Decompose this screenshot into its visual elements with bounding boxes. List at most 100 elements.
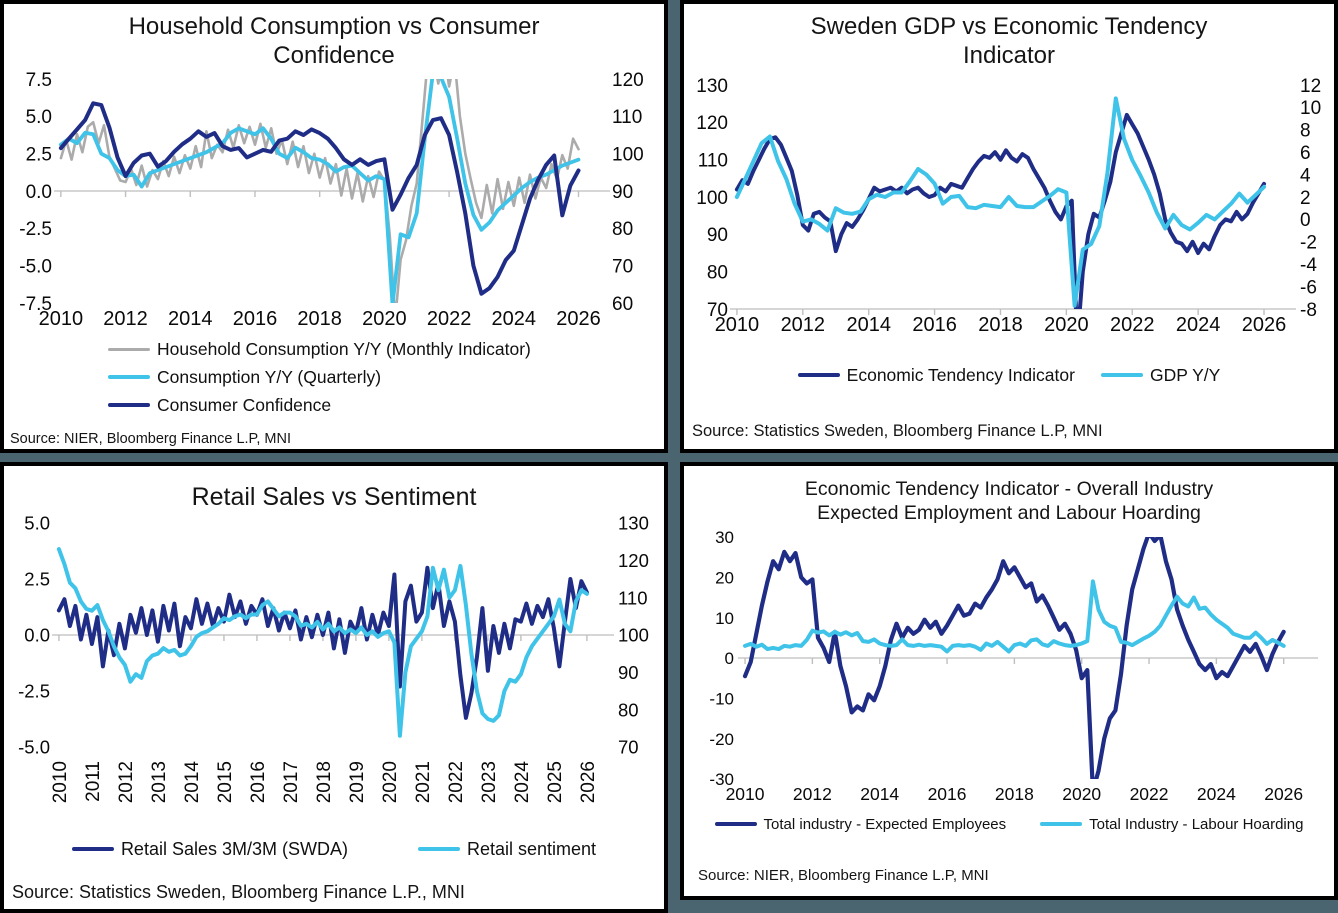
svg-text:90: 90 <box>707 225 728 246</box>
svg-text:30: 30 <box>715 528 734 547</box>
svg-text:2012: 2012 <box>116 761 137 803</box>
chart-title: Sweden GDP vs Economic Tendency Indicato… <box>684 12 1334 71</box>
svg-text:-2.5: -2.5 <box>19 219 52 240</box>
navy-line-swatch <box>71 847 114 851</box>
svg-text:2023: 2023 <box>479 761 500 803</box>
svg-text:-30: -30 <box>709 770 734 789</box>
svg-text:2022: 2022 <box>427 308 472 330</box>
svg-text:2014: 2014 <box>846 314 891 336</box>
svg-text:-10: -10 <box>709 689 734 708</box>
svg-text:80: 80 <box>707 262 728 283</box>
legend-label: Household Consumption Y/Y (Monthly Indic… <box>157 338 531 359</box>
svg-text:2018: 2018 <box>297 308 342 330</box>
svg-text:2018: 2018 <box>995 784 1034 804</box>
svg-text:2026: 2026 <box>578 761 599 803</box>
svg-text:2026: 2026 <box>556 308 601 330</box>
chart-title: Retail Sales vs Sentiment <box>4 482 664 513</box>
legend: Economic Tendency Indicator GDP Y/Y <box>684 365 1334 386</box>
legend: Total industry - Expected Employees Tota… <box>684 816 1334 833</box>
svg-text:2012: 2012 <box>793 784 832 804</box>
svg-text:6: 6 <box>1300 143 1311 164</box>
panel-gdp-vs-eti: Sweden GDP vs Economic Tendency Indicato… <box>680 0 1338 453</box>
svg-text:0: 0 <box>1300 210 1311 231</box>
legend: Household Consumption Y/Y (Monthly Indic… <box>108 339 664 416</box>
svg-text:7.5: 7.5 <box>26 71 52 91</box>
svg-text:4: 4 <box>1300 165 1311 186</box>
panel-retail-sales: Retail Sales vs Sentiment 5.0 2.5 0.0 -2.5 -… <box>0 462 668 913</box>
source-note: Source: Statistics Sweden, Bloomberg Fin… <box>12 882 465 902</box>
retail-sales-chart: 5.0 2.5 0.0 -2.5 -5.0 130 120 110 100 90 80 70 2010 2… <box>18 513 649 803</box>
svg-text:80: 80 <box>618 699 639 720</box>
svg-text:70: 70 <box>618 736 639 757</box>
navy-line-swatch <box>797 373 840 377</box>
svg-text:70: 70 <box>707 299 728 320</box>
svg-text:2014: 2014 <box>168 308 213 330</box>
svg-text:2016: 2016 <box>928 784 967 804</box>
legend-item: Total Industry - Labour Hoarding <box>1040 816 1303 833</box>
svg-text:2026: 2026 <box>1242 314 1287 336</box>
legend-item: Retail sentiment <box>418 839 596 860</box>
svg-text:2020: 2020 <box>362 308 407 330</box>
svg-text:2019: 2019 <box>347 761 368 803</box>
svg-text:12: 12 <box>1300 75 1321 96</box>
svg-text:2020: 2020 <box>1044 314 1089 336</box>
chart-title-line1: Economic Tendency Indicator - Overall In… <box>804 478 1214 500</box>
svg-text:2010: 2010 <box>39 308 84 330</box>
chart-title-line1: Sweden GDP vs Economic Tendency <box>810 13 1208 40</box>
svg-text:2014: 2014 <box>182 760 203 803</box>
svg-text:2026: 2026 <box>1264 784 1303 804</box>
svg-text:90: 90 <box>618 661 639 682</box>
svg-text:-2: -2 <box>1300 232 1317 253</box>
svg-text:-2.5: -2.5 <box>18 680 50 701</box>
chart-title-line2: Expected Employment and Labour Hoarding <box>817 501 1201 524</box>
svg-text:100: 100 <box>612 144 644 165</box>
svg-text:2024: 2024 <box>492 308 537 330</box>
svg-text:-20: -20 <box>709 729 734 748</box>
legend-item: Household Consumption Y/Y (Monthly Indic… <box>108 339 531 360</box>
svg-text:110: 110 <box>612 107 642 128</box>
svg-text:2024: 2024 <box>1197 784 1236 804</box>
navy-line-swatch <box>108 403 150 407</box>
svg-text:-7.5: -7.5 <box>19 293 52 314</box>
legend-label: Retail Sales 3M/3M (SWDA) <box>120 838 348 859</box>
svg-text:5.0: 5.0 <box>26 107 52 128</box>
svg-text:2.5: 2.5 <box>24 568 50 589</box>
chart-title: Household Consumption vs Consumer Confid… <box>4 12 664 71</box>
svg-text:2020: 2020 <box>380 761 401 803</box>
svg-text:2018: 2018 <box>978 314 1023 336</box>
source-note: Source: Statistics Sweden, Bloomberg Fin… <box>692 422 1103 440</box>
svg-text:2020: 2020 <box>1062 784 1101 804</box>
svg-text:2025: 2025 <box>545 761 566 803</box>
svg-text:2011: 2011 <box>83 761 104 802</box>
svg-text:130: 130 <box>618 513 649 534</box>
svg-text:2.5: 2.5 <box>26 144 52 165</box>
svg-text:70: 70 <box>612 256 633 277</box>
legend-item: Economic Tendency Indicator <box>797 365 1075 386</box>
legend-label: Retail sentiment <box>467 838 597 859</box>
svg-text:2016: 2016 <box>233 308 278 330</box>
legend-label: Consumption Y/Y (Quarterly) <box>157 366 382 387</box>
svg-text:120: 120 <box>612 71 644 91</box>
svg-text:0.0: 0.0 <box>26 181 52 202</box>
svg-text:-6: -6 <box>1300 277 1317 298</box>
legend-item: Retail Sales 3M/3M (SWDA) <box>71 838 348 860</box>
svg-text:110: 110 <box>618 587 648 608</box>
chart-title-line2: Confidence <box>273 42 395 70</box>
svg-text:-5.0: -5.0 <box>18 736 50 757</box>
svg-text:2010: 2010 <box>726 784 765 804</box>
svg-text:2010: 2010 <box>50 761 71 803</box>
svg-text:2024: 2024 <box>512 760 533 803</box>
legend-label: Total industry - Expected Employees <box>763 815 1007 833</box>
chart-title-line2: Indicator <box>962 42 1056 70</box>
svg-text:130: 130 <box>696 75 728 96</box>
svg-text:120: 120 <box>696 113 728 134</box>
svg-text:100: 100 <box>618 624 649 645</box>
svg-text:2018: 2018 <box>314 761 335 803</box>
panel-household-consumption: Household Consumption vs Consumer Confid… <box>0 0 668 453</box>
chart-title: Economic Tendency Indicator - Overall In… <box>684 478 1334 526</box>
svg-text:2: 2 <box>1300 187 1311 208</box>
svg-text:2021: 2021 <box>413 761 434 803</box>
